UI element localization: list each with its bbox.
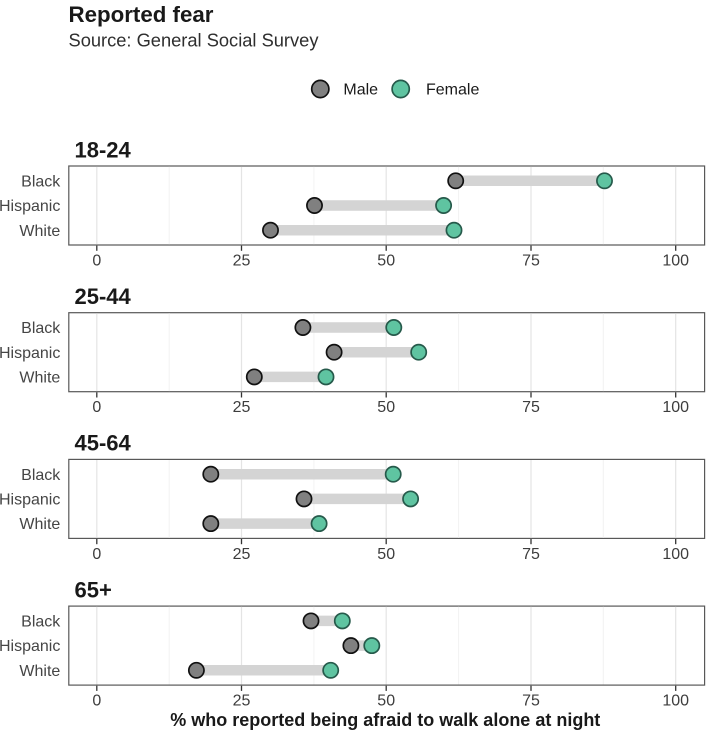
- svg-text:75: 75: [522, 253, 540, 270]
- svg-text:White: White: [19, 370, 60, 387]
- svg-text:50: 50: [377, 546, 395, 563]
- svg-text:Black: Black: [21, 614, 61, 631]
- svg-text:Male: Male: [343, 82, 378, 99]
- svg-text:100: 100: [662, 693, 689, 710]
- svg-text:Black: Black: [21, 173, 61, 190]
- svg-text:Hispanic: Hispanic: [0, 198, 60, 215]
- svg-text:75: 75: [522, 693, 540, 710]
- svg-text:18-24: 18-24: [75, 137, 132, 162]
- svg-text:Black: Black: [21, 320, 61, 337]
- svg-text:50: 50: [377, 399, 395, 416]
- svg-text:65+: 65+: [75, 577, 112, 602]
- svg-text:25: 25: [233, 253, 251, 270]
- svg-text:50: 50: [377, 693, 395, 710]
- svg-text:0: 0: [92, 693, 101, 710]
- svg-text:Hispanic: Hispanic: [0, 345, 60, 362]
- svg-text:25: 25: [233, 546, 251, 563]
- svg-text:Hispanic: Hispanic: [0, 638, 60, 655]
- svg-text:45-64: 45-64: [75, 431, 132, 456]
- svg-text:0: 0: [92, 546, 101, 563]
- svg-text:% who reported being afraid to: % who reported being afraid to walk alon…: [170, 710, 600, 730]
- svg-text:White: White: [19, 516, 60, 533]
- svg-text:100: 100: [662, 546, 689, 563]
- svg-text:75: 75: [522, 546, 540, 563]
- svg-text:100: 100: [662, 253, 689, 270]
- svg-text:Female: Female: [426, 82, 479, 99]
- svg-text:Reported fear: Reported fear: [69, 2, 214, 27]
- svg-text:25: 25: [233, 693, 251, 710]
- svg-text:0: 0: [92, 253, 101, 270]
- svg-text:50: 50: [377, 253, 395, 270]
- svg-text:White: White: [19, 663, 60, 680]
- svg-text:100: 100: [662, 399, 689, 416]
- svg-text:Black: Black: [21, 467, 61, 484]
- svg-text:Source: General Social Survey: Source: General Social Survey: [69, 30, 320, 51]
- svg-text:25: 25: [233, 399, 251, 416]
- svg-text:75: 75: [522, 399, 540, 416]
- svg-text:Hispanic: Hispanic: [0, 492, 60, 509]
- svg-text:25-44: 25-44: [75, 284, 132, 309]
- svg-text:White: White: [19, 223, 60, 240]
- svg-text:0: 0: [92, 399, 101, 416]
